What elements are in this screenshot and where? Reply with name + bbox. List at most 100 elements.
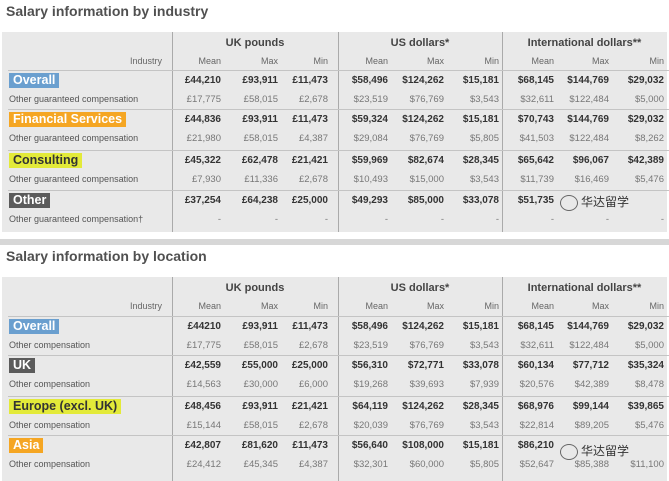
category-label: Other [9, 193, 51, 208]
sub-value-cell: $16,469 [574, 174, 609, 185]
value-cell: $59,324 [351, 114, 388, 125]
value-cell: $85,000 [407, 195, 444, 206]
value-cell: $29,032 [627, 114, 664, 125]
column-divider [502, 277, 503, 481]
value-cell: $35,324 [627, 360, 664, 371]
sub-value-cell: $19,268 [353, 379, 388, 390]
value-cell: $56,310 [351, 360, 388, 371]
value-cell: £42,559 [184, 360, 221, 371]
value-cell: $99,144 [572, 401, 609, 412]
subheader-max: Max [426, 301, 444, 311]
value-cell: $39,865 [627, 401, 664, 412]
subheader-max: Max [591, 301, 609, 311]
sub-row-label: Other compensation [9, 459, 91, 469]
sub-value-cell: $5,000 [634, 94, 664, 105]
sub-value-cell: $32,611 [520, 94, 554, 105]
value-cell: £44,836 [184, 114, 221, 125]
value-cell: £93,911 [242, 75, 278, 86]
value-cell: $56,640 [351, 440, 388, 451]
value-cell: $15,181 [462, 75, 499, 86]
value-cell: $58,496 [351, 75, 388, 86]
value-cell: £45,322 [184, 155, 221, 166]
value-cell: $68,976 [517, 401, 554, 412]
sub-value-cell: £21,980 [186, 133, 221, 144]
value-cell: $59,969 [351, 155, 388, 166]
value-cell: £93,911 [242, 114, 278, 125]
column-divider [338, 277, 339, 481]
category-label: UK [9, 358, 36, 373]
sub-value-cell: $3,543 [469, 94, 499, 105]
value-cell: $60,134 [517, 360, 554, 371]
value-cell: $86,210 [517, 440, 554, 451]
value-cell: $65,642 [517, 155, 554, 166]
sub-value-cell: $7,939 [469, 379, 499, 390]
sub-value-cell: £7,930 [191, 174, 221, 185]
category-label: Overall [9, 319, 60, 334]
row-header-label: Industry [129, 301, 162, 311]
subheader-min: Min [649, 56, 664, 66]
industry-title: Salary information by industry [6, 3, 209, 19]
sub-value-cell: £4,387 [298, 459, 328, 470]
sub-value-cell: £45,345 [243, 459, 278, 470]
value-cell: £62,478 [241, 155, 278, 166]
value-cell: £93,911 [242, 401, 278, 412]
value-cell: £25,000 [291, 360, 328, 371]
row-separator [8, 150, 669, 151]
sub-value-cell: $39,693 [409, 379, 444, 390]
sub-value-cell: $5,000 [634, 340, 664, 351]
sub-value-cell: $76,769 [409, 340, 444, 351]
value-cell: $29,032 [627, 75, 664, 86]
sub-value-cell: - [217, 214, 221, 225]
currency-group-header: UK pounds [225, 282, 285, 294]
value-cell: $28,345 [462, 155, 499, 166]
sub-value-cell: £11,336 [244, 174, 278, 185]
category-label: Overall [9, 73, 60, 88]
sub-value-cell: $8,262 [634, 133, 664, 144]
subheader-mean: Mean [198, 56, 221, 66]
sub-value-cell: $15,000 [409, 174, 444, 185]
sub-value-cell: - [274, 214, 278, 225]
column-divider [172, 277, 173, 481]
sub-value-cell: $5,805 [469, 459, 499, 470]
value-cell: £44,210 [184, 75, 221, 86]
sub-value-cell: $5,476 [634, 174, 664, 185]
value-cell: $15,181 [462, 321, 499, 332]
chat-bubble-icon [560, 194, 578, 211]
sub-value-cell: $32,611 [520, 340, 554, 351]
column-divider [172, 32, 173, 232]
sub-value-cell: £17,775 [186, 94, 221, 105]
sub-value-cell: $42,389 [574, 379, 609, 390]
value-cell: $124,262 [402, 75, 444, 86]
value-cell: $28,345 [462, 401, 499, 412]
subheader-max: Max [260, 301, 278, 311]
chat-bubble-icon [560, 443, 578, 460]
value-cell: £21,421 [291, 155, 328, 166]
value-cell: $51,735 [517, 195, 554, 206]
currency-group-header: International dollars** [527, 37, 642, 49]
value-cell: $42,389 [627, 155, 664, 166]
sub-value-cell: - [605, 214, 609, 225]
sub-row-label: Other compensation [9, 379, 91, 389]
sub-value-cell: £2,678 [298, 174, 328, 185]
watermark-text: 华达留学 [581, 444, 630, 458]
subheader-min: Min [313, 56, 328, 66]
watermark: 华达留学 [560, 193, 629, 211]
sub-value-cell: £4,387 [298, 133, 328, 144]
value-cell: £11,473 [292, 114, 328, 125]
value-cell: $33,078 [462, 360, 499, 371]
sub-value-cell: - [440, 214, 444, 225]
sub-value-cell: $8,478 [634, 379, 664, 390]
sub-value-cell: $52,647 [519, 459, 554, 470]
location-table: UK pounds US dollars* International dollar… [2, 277, 669, 481]
sub-value-cell: $60,000 [409, 459, 444, 470]
sub-value-cell: $85,388 [574, 459, 609, 470]
currency-group-header: US dollars* [390, 282, 450, 294]
sub-value-cell: $5,476 [634, 420, 664, 431]
sub-value-cell: - [550, 214, 554, 225]
sub-value-cell: $122,484 [569, 133, 609, 144]
value-cell: $77,712 [572, 360, 609, 371]
sub-value-cell: £58,015 [243, 340, 278, 351]
value-cell: £64,238 [241, 195, 278, 206]
sub-value-cell: $10,493 [353, 174, 388, 185]
value-cell: $64,119 [352, 401, 388, 412]
